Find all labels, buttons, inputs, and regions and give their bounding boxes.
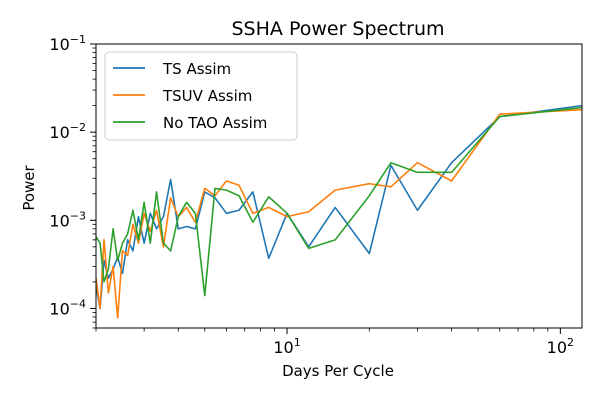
x-tick-label: 101 xyxy=(273,336,300,357)
x-axis-label: Days Per Cycle xyxy=(282,362,394,380)
y-tick-label: 10−1 xyxy=(49,33,86,54)
series-line-3 xyxy=(96,106,582,297)
chart-title: SSHA Power Spectrum xyxy=(232,18,445,40)
x-tick-label: 102 xyxy=(547,336,574,357)
legend-box xyxy=(104,51,298,141)
legend-label-3: No TAO Assim xyxy=(163,114,267,132)
series-group xyxy=(96,104,582,319)
y-tick-label: 10−4 xyxy=(49,297,86,318)
series-line-2 xyxy=(96,108,582,319)
y-tick-label: 10−3 xyxy=(49,209,86,230)
y-tick-label: 10−2 xyxy=(49,121,86,142)
legend-label-2: TSUV Assim xyxy=(162,87,252,105)
legend-label-1: TS Assim xyxy=(162,60,231,78)
axes-frame xyxy=(95,43,583,329)
y-axis-label: Power xyxy=(20,164,38,210)
series-line-1 xyxy=(96,104,582,310)
